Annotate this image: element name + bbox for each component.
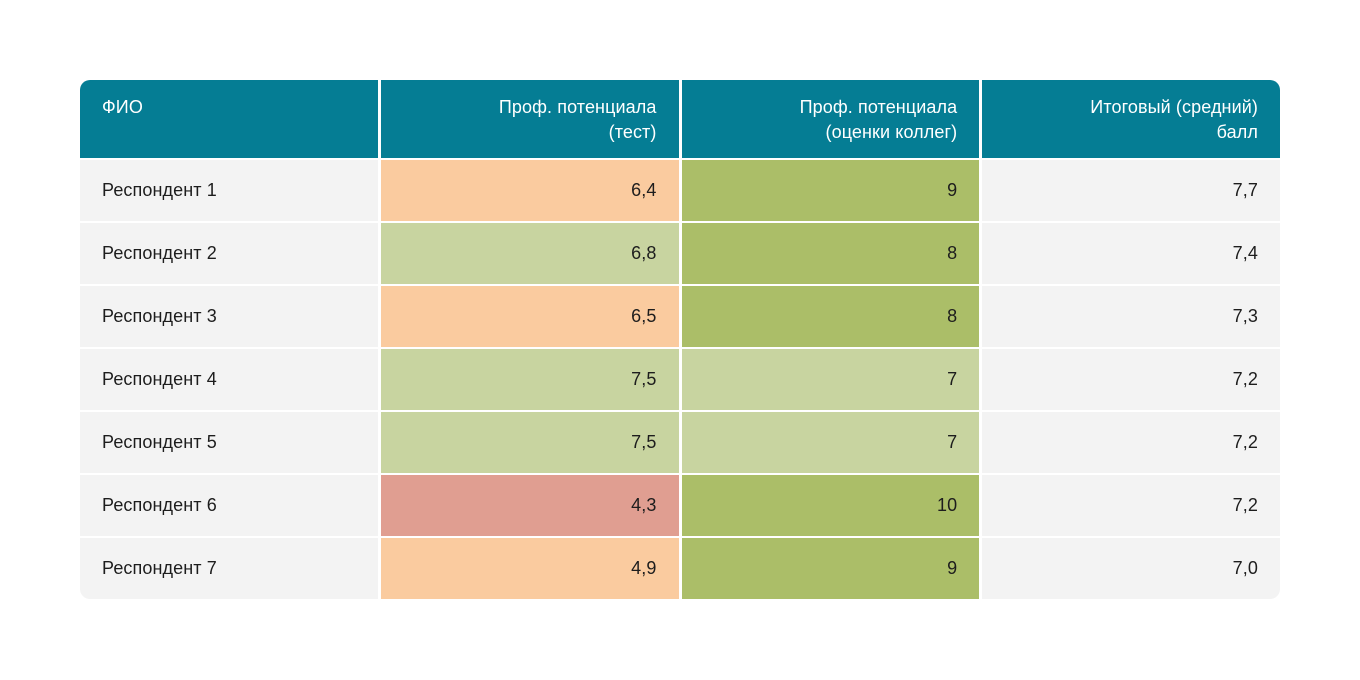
- average-score-cell: 7,2: [982, 475, 1280, 536]
- respondent-name: Респондент 2: [80, 223, 378, 284]
- test-score-cell: 4,9: [380, 538, 679, 599]
- test-score-cell: 4,3: [380, 475, 679, 536]
- peer-score-cell: 7: [681, 349, 980, 410]
- test-score-cell: 6,8: [380, 223, 679, 284]
- average-score-cell: 7,7: [982, 160, 1280, 221]
- average-score-cell: 7,2: [982, 412, 1280, 473]
- test-score-cell: 6,5: [380, 286, 679, 347]
- respondent-name: Респондент 5: [80, 412, 378, 473]
- peer-score-cell: 7: [681, 412, 980, 473]
- respondent-name: Респондент 7: [80, 538, 378, 599]
- average-score-cell: 7,3: [982, 286, 1280, 347]
- respondent-name: Респондент 6: [80, 475, 378, 536]
- average-score-cell: 7,2: [982, 349, 1280, 410]
- test-score-cell: 7,5: [380, 412, 679, 473]
- column-header-test-score: Проф. потенциала (тест): [380, 80, 679, 158]
- column-header-name: ФИО: [80, 80, 378, 158]
- peer-score-cell: 8: [681, 286, 980, 347]
- peer-score-cell: 9: [681, 160, 980, 221]
- column-header-peer-score: Проф. потенциала (оценки коллег): [681, 80, 980, 158]
- respondent-name: Респондент 3: [80, 286, 378, 347]
- peer-score-cell: 10: [681, 475, 980, 536]
- respondents-score-table: ФИО Проф. потенциала (тест) Проф. потенц…: [80, 80, 1280, 599]
- peer-score-cell: 9: [681, 538, 980, 599]
- respondent-name: Респондент 1: [80, 160, 378, 221]
- average-score-cell: 7,0: [982, 538, 1280, 599]
- peer-score-cell: 8: [681, 223, 980, 284]
- average-score-cell: 7,4: [982, 223, 1280, 284]
- column-header-average-score: Итоговый (средний) балл: [982, 80, 1280, 158]
- test-score-cell: 7,5: [380, 349, 679, 410]
- respondent-name: Респондент 4: [80, 349, 378, 410]
- test-score-cell: 6,4: [380, 160, 679, 221]
- table-grid: ФИО Проф. потенциала (тест) Проф. потенц…: [80, 80, 1280, 599]
